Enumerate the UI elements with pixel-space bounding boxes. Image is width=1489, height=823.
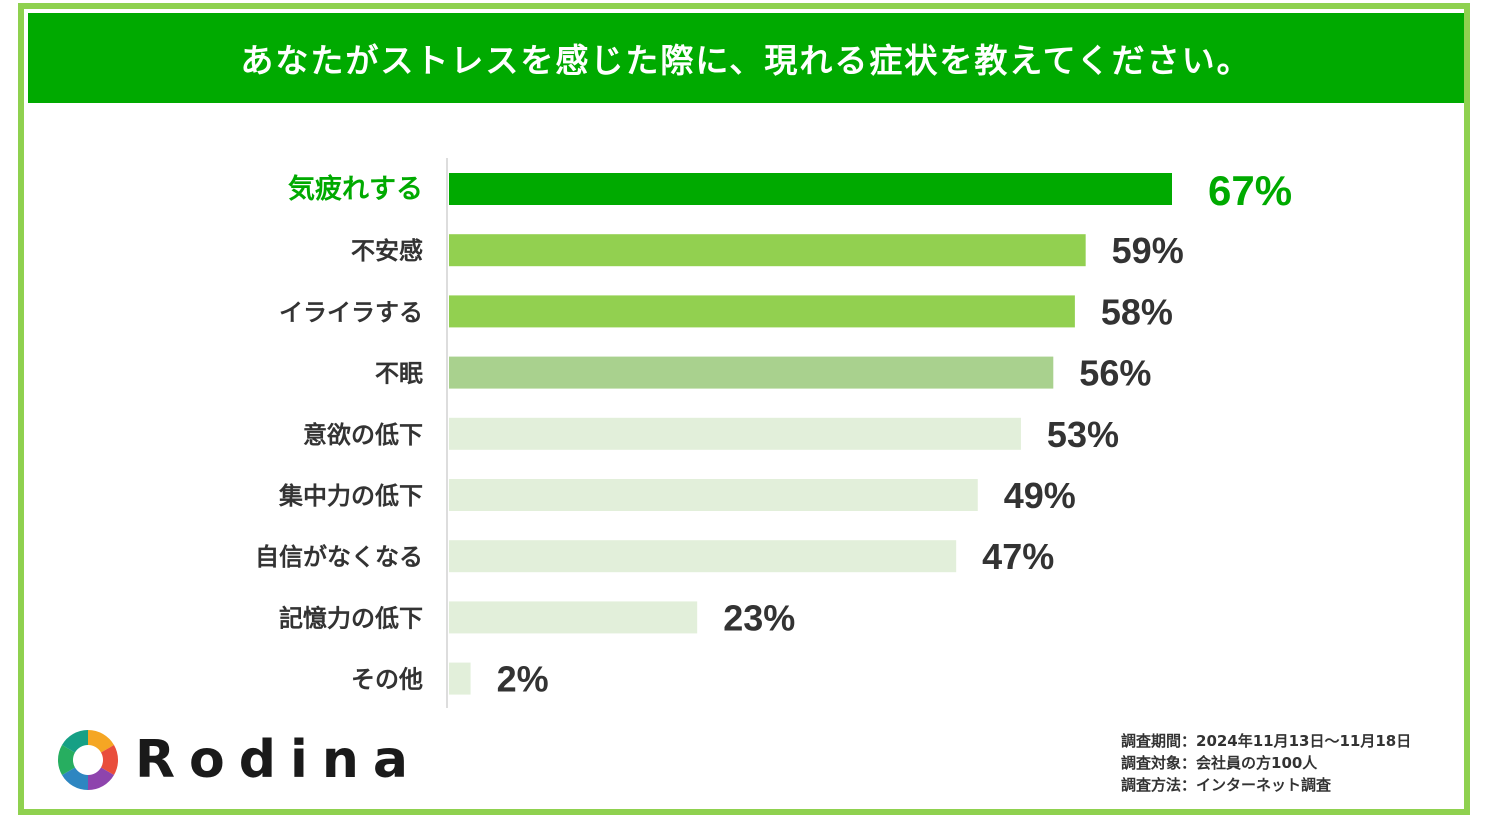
chart-frame	[18, 3, 1470, 815]
category-label: 自信がなくなる	[255, 543, 423, 571]
value-label: 53%	[1047, 414, 1119, 455]
title-banner: あなたがストレスを感じた際に、現れる症状を教えてください。	[28, 13, 1464, 103]
bar-5	[449, 417, 1021, 450]
value-label: 58%	[1101, 291, 1173, 332]
bar-3	[449, 295, 1075, 328]
rodina-logo-icon	[57, 730, 119, 790]
value-label: 59%	[1112, 230, 1184, 271]
value-label: 67%	[1208, 167, 1292, 214]
survey-notes: 調査期間：2024年11月13日～11月18日 調査対象：会社員の方100人 調…	[1121, 730, 1411, 796]
value-label: 2%	[497, 659, 549, 700]
category-label: 気疲れする	[288, 173, 423, 205]
bar-6	[449, 479, 978, 511]
bar-8	[449, 601, 698, 634]
bar-2	[449, 234, 1086, 267]
category-label: 不眠	[375, 360, 423, 388]
bar-1	[449, 173, 1172, 205]
value-label: 47%	[982, 536, 1054, 577]
category-label: 記憶力の低下	[279, 604, 423, 632]
value-label: 56%	[1079, 353, 1151, 394]
category-label: その他	[351, 666, 423, 694]
category-label: イライラする	[279, 298, 423, 326]
chart-title: あなたがストレスを感じた際に、現れる症状を教えてください。	[240, 41, 1252, 80]
brand-name: Rodina	[135, 730, 422, 790]
category-label: 集中力の低下	[278, 482, 423, 510]
category-label: 不安感	[351, 237, 423, 265]
survey-target: 調査対象：会社員の方100人	[1121, 754, 1318, 772]
survey-method: 調査方法：インターネット調査	[1121, 776, 1332, 794]
survey-period: 調査期間：2024年11月13日～11月18日	[1121, 732, 1412, 750]
category-label: 意欲の低下	[303, 421, 423, 449]
value-label: 23%	[723, 597, 795, 638]
value-label: 49%	[1004, 475, 1076, 516]
bar-7	[449, 540, 957, 573]
bar-4	[449, 356, 1054, 389]
bar-9	[449, 662, 471, 695]
